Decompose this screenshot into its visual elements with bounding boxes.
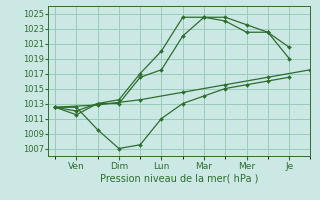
X-axis label: Pression niveau de la mer( hPa ): Pression niveau de la mer( hPa ) <box>100 173 258 183</box>
